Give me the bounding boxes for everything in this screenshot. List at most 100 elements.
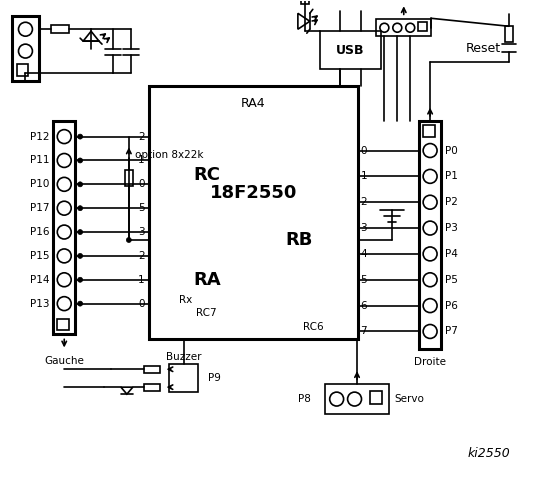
Circle shape (58, 130, 71, 144)
Circle shape (58, 297, 71, 311)
Bar (423, 125, 435, 137)
Text: Reset: Reset (466, 42, 500, 55)
Bar (12, 16, 39, 81)
Text: 5: 5 (361, 275, 367, 285)
Circle shape (380, 23, 389, 32)
Text: 0: 0 (361, 145, 367, 156)
Bar (418, 22, 427, 31)
Circle shape (77, 206, 82, 211)
Text: 5: 5 (138, 203, 145, 213)
Text: P3: P3 (445, 223, 458, 233)
Text: P5: P5 (445, 275, 458, 285)
Circle shape (423, 299, 437, 312)
Text: 1: 1 (138, 156, 145, 166)
Text: 18F2550: 18F2550 (210, 184, 297, 202)
Circle shape (423, 144, 437, 157)
Text: 0: 0 (138, 180, 145, 189)
Circle shape (58, 178, 71, 192)
Text: 6: 6 (361, 300, 367, 311)
Circle shape (58, 201, 71, 215)
Text: option 8x22k: option 8x22k (135, 151, 204, 160)
Circle shape (406, 23, 415, 32)
Bar (301, 0, 309, 4)
Text: 1: 1 (138, 275, 145, 285)
Bar (320, 31, 382, 69)
Circle shape (423, 169, 437, 183)
Circle shape (393, 23, 402, 32)
Bar (419, 120, 441, 349)
Circle shape (77, 158, 82, 163)
Text: USB: USB (336, 44, 365, 57)
Text: P8: P8 (299, 394, 311, 404)
Text: P14: P14 (30, 275, 49, 285)
Bar (17, 64, 28, 76)
Bar (53, 120, 75, 335)
Circle shape (423, 221, 437, 235)
Circle shape (423, 247, 437, 261)
Text: P1: P1 (445, 171, 458, 181)
Bar (149, 86, 358, 339)
Text: 3: 3 (138, 227, 145, 237)
Text: ki2550: ki2550 (467, 447, 510, 460)
Circle shape (58, 249, 71, 263)
Circle shape (348, 392, 362, 406)
Bar (377, 19, 431, 36)
Text: Rx: Rx (179, 295, 192, 305)
Circle shape (423, 273, 437, 287)
Text: P11: P11 (30, 156, 49, 166)
Text: Gauche: Gauche (44, 356, 84, 366)
Text: RA4: RA4 (241, 97, 265, 110)
Circle shape (127, 238, 132, 242)
Circle shape (58, 225, 71, 239)
Bar (325, 384, 389, 414)
Text: 4: 4 (361, 249, 367, 259)
Text: 1: 1 (361, 171, 367, 181)
Circle shape (58, 273, 71, 287)
Bar (371, 391, 382, 404)
Text: RC7: RC7 (196, 308, 217, 318)
Text: Droite: Droite (414, 357, 446, 367)
Text: RC: RC (194, 167, 221, 184)
Text: P17: P17 (30, 203, 49, 213)
Bar (144, 366, 160, 373)
Circle shape (77, 253, 82, 258)
Text: P2: P2 (445, 197, 458, 207)
Text: P7: P7 (445, 326, 458, 336)
Circle shape (77, 182, 82, 187)
Text: 3: 3 (361, 223, 367, 233)
Circle shape (330, 392, 343, 406)
Text: P0: P0 (445, 145, 458, 156)
Text: RB: RB (285, 231, 313, 249)
Circle shape (77, 229, 82, 235)
Bar (125, 170, 133, 186)
Text: 2: 2 (138, 251, 145, 261)
Text: 2: 2 (138, 132, 145, 142)
Circle shape (423, 195, 437, 209)
Text: 2: 2 (361, 197, 367, 207)
Bar (505, 26, 513, 42)
Bar (51, 25, 69, 33)
Text: P4: P4 (445, 249, 458, 259)
Text: P10: P10 (30, 180, 49, 189)
Text: P16: P16 (30, 227, 49, 237)
Text: P9: P9 (208, 373, 221, 383)
Text: 7: 7 (361, 326, 367, 336)
Circle shape (77, 301, 82, 306)
Text: P6: P6 (445, 300, 458, 311)
Text: 0: 0 (138, 299, 145, 309)
Text: Servo: Servo (394, 394, 424, 404)
Text: Buzzer: Buzzer (166, 352, 201, 362)
Text: P13: P13 (30, 299, 49, 309)
Circle shape (423, 324, 437, 338)
Text: P12: P12 (30, 132, 49, 142)
Circle shape (77, 277, 82, 282)
Text: RC6: RC6 (303, 323, 324, 333)
Circle shape (77, 134, 82, 139)
Bar (169, 364, 199, 392)
Text: RA: RA (194, 271, 221, 289)
Text: P15: P15 (30, 251, 49, 261)
Circle shape (18, 44, 33, 58)
Circle shape (18, 22, 33, 36)
Bar (144, 384, 160, 391)
Bar (58, 319, 69, 330)
